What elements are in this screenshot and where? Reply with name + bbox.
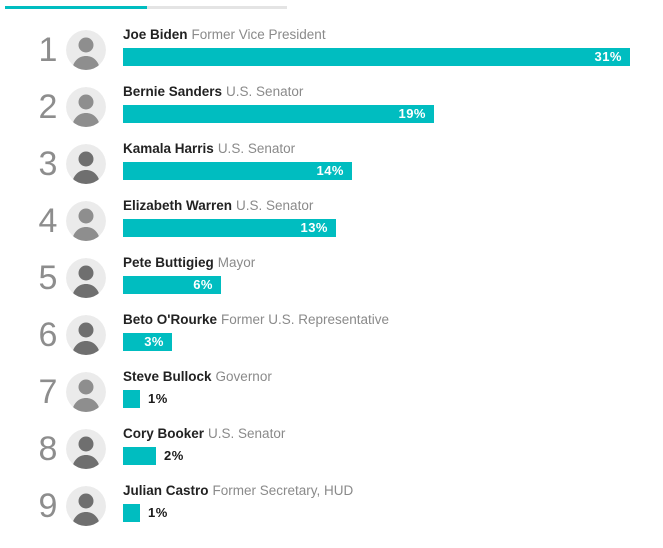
avatar-pete-buttigieg xyxy=(66,257,106,298)
poll-bar: 6% xyxy=(123,276,221,294)
rank-number: 4 xyxy=(38,201,58,240)
poll-percent-label: 2% xyxy=(164,448,184,463)
rank-number: 2 xyxy=(38,87,58,126)
top-scroll-indicator-active xyxy=(5,6,147,9)
candidate-title: U.S. Senator xyxy=(236,198,314,213)
candidate-name: Bernie Sanders xyxy=(123,84,223,99)
candidate-row-elizabeth-warren: 4 Elizabeth Warren U.S. Senator 13% xyxy=(0,192,663,249)
top-scroll-indicator-track xyxy=(147,6,287,9)
poll-bar: 3% xyxy=(123,333,172,351)
rank-number: 6 xyxy=(38,315,58,354)
candidate-title: Former U.S. Representative xyxy=(220,312,390,327)
avatar-steve-bullock xyxy=(66,371,106,412)
poll-bar: 19% xyxy=(123,105,434,123)
avatar-julian-castro xyxy=(66,485,106,526)
candidate-row-julian-castro: 9 Julian Castro Former Secretary, HUD 1% xyxy=(0,477,663,534)
poll-percent-label: 13% xyxy=(300,220,328,235)
poll-bar: 1% xyxy=(123,504,167,522)
rank-number: 3 xyxy=(38,144,58,183)
candidate-title: Former Secretary, HUD xyxy=(212,483,354,498)
candidate-row-kamala-harris: 3 Kamala Harris U.S. Senator 14% xyxy=(0,135,663,192)
top-scroll-indicator xyxy=(5,6,287,9)
candidate-name: Steve Bullock xyxy=(123,369,212,384)
candidate-name: Cory Booker xyxy=(123,426,205,441)
poll-bar: 1% xyxy=(123,390,167,408)
candidate-name: Pete Buttigieg xyxy=(123,255,214,270)
candidate-title: U.S. Senator xyxy=(208,426,286,441)
poll-bar: 31% xyxy=(123,48,630,66)
poll-bar: 2% xyxy=(123,447,183,465)
avatar-kamala-harris xyxy=(66,143,106,184)
poll-bar: 13% xyxy=(123,219,336,237)
rank-number: 1 xyxy=(38,30,58,69)
rank-number: 8 xyxy=(38,429,58,468)
rank-number: 9 xyxy=(38,486,58,525)
candidate-name: Beto O'Rourke xyxy=(123,312,217,327)
rank-number: 5 xyxy=(38,258,58,297)
poll-percent-label: 6% xyxy=(193,277,213,292)
poll-percent-label: 14% xyxy=(316,163,344,178)
candidate-name: Joe Biden xyxy=(123,27,188,42)
avatar-beto-orourke xyxy=(66,314,106,355)
poll-percent-label: 19% xyxy=(398,106,426,121)
candidate-title: U.S. Senator xyxy=(217,141,296,156)
avatar-joe-biden xyxy=(66,29,106,70)
poll-percent-label: 3% xyxy=(144,334,164,349)
candidate-list: 1 Joe Biden Former Vice President 31% 2 B… xyxy=(0,21,663,534)
avatar-elizabeth-warren xyxy=(66,200,106,241)
candidate-title: Governor xyxy=(215,369,272,384)
candidate-row-bernie-sanders: 2 Bernie Sanders U.S. Senator 19% xyxy=(0,78,663,135)
candidate-row-beto-orourke: 6 Beto O'Rourke Former U.S. Representativ… xyxy=(0,306,663,363)
candidate-row-joe-biden: 1 Joe Biden Former Vice President 31% xyxy=(0,21,663,78)
poll-percent-label: 31% xyxy=(594,49,622,64)
candidate-row-pete-buttigieg: 5 Pete Buttigieg Mayor 6% xyxy=(0,249,663,306)
candidate-row-steve-bullock: 7 Steve Bullock Governor 1% xyxy=(0,363,663,420)
candidate-title: Former Vice President xyxy=(191,27,326,42)
candidate-title: U.S. Senator xyxy=(226,84,304,99)
candidate-row-cory-booker: 8 Cory Booker U.S. Senator 2% xyxy=(0,420,663,477)
candidate-name: Julian Castro xyxy=(123,483,209,498)
candidate-name: Kamala Harris xyxy=(123,141,214,156)
avatar-bernie-sanders xyxy=(66,86,106,127)
rank-number: 7 xyxy=(38,372,58,411)
poll-percent-label: 1% xyxy=(148,505,168,520)
poll-bar: 14% xyxy=(123,162,352,180)
poll-percent-label: 1% xyxy=(148,391,168,406)
candidate-name: Elizabeth Warren xyxy=(123,198,233,213)
candidate-title: Mayor xyxy=(217,255,256,270)
avatar-cory-booker xyxy=(66,428,106,469)
